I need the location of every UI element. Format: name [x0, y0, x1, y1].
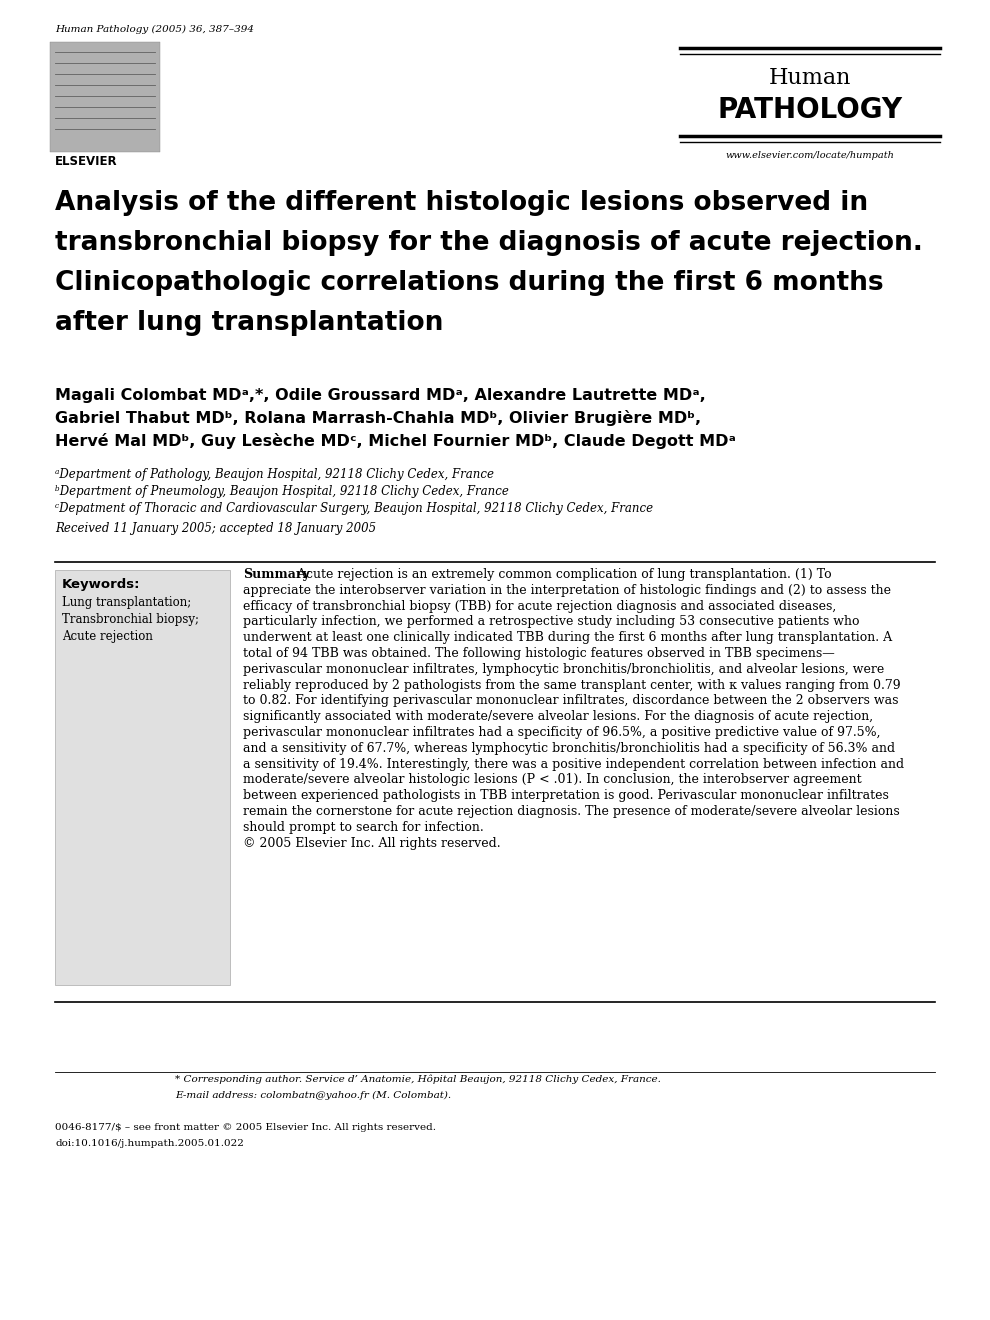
Text: Lung transplantation;: Lung transplantation; — [62, 597, 191, 609]
Text: E-mail address: colombatn@yahoo.fr (M. Colombat).: E-mail address: colombatn@yahoo.fr (M. C… — [175, 1090, 451, 1100]
Text: Hervé Mal MDᵇ, Guy Lesèche MDᶜ, Michel Fournier MDᵇ, Claude Degott MDᵃ: Hervé Mal MDᵇ, Guy Lesèche MDᶜ, Michel F… — [55, 433, 736, 449]
Text: © 2005 Elsevier Inc. All rights reserved.: © 2005 Elsevier Inc. All rights reserved… — [243, 837, 501, 850]
Text: Summary: Summary — [243, 568, 310, 581]
Text: PATHOLOGY: PATHOLOGY — [718, 96, 903, 124]
Text: underwent at least one clinically indicated TBB during the first 6 months after : underwent at least one clinically indica… — [243, 631, 892, 644]
Text: should prompt to search for infection.: should prompt to search for infection. — [243, 821, 484, 834]
Text: remain the cornerstone for acute rejection diagnosis. The presence of moderate/s: remain the cornerstone for acute rejecti… — [243, 805, 900, 818]
Text: efficacy of transbronchial biopsy (TBB) for acute rejection diagnosis and associ: efficacy of transbronchial biopsy (TBB) … — [243, 599, 837, 612]
Text: doi:10.1016/j.humpath.2005.01.022: doi:10.1016/j.humpath.2005.01.022 — [55, 1139, 244, 1148]
Text: a sensitivity of 19.4%. Interestingly, there was a positive independent correlat: a sensitivity of 19.4%. Interestingly, t… — [243, 758, 904, 771]
Text: Human: Human — [769, 67, 851, 88]
Text: perivascular mononuclear infiltrates had a specificity of 96.5%, a positive pred: perivascular mononuclear infiltrates had… — [243, 726, 880, 739]
Text: Gabriel Thabut MDᵇ, Rolana Marrash-Chahla MDᵇ, Olivier Brugière MDᵇ,: Gabriel Thabut MDᵇ, Rolana Marrash-Chahl… — [55, 411, 701, 426]
Text: Received 11 January 2005; accepted 18 January 2005: Received 11 January 2005; accepted 18 Ja… — [55, 521, 376, 535]
Text: Transbronchial biopsy;: Transbronchial biopsy; — [62, 612, 199, 626]
Text: after lung transplantation: after lung transplantation — [55, 310, 444, 337]
Text: ᵃDepartment of Pathology, Beaujon Hospital, 92118 Clichy Cedex, France: ᵃDepartment of Pathology, Beaujon Hospit… — [55, 469, 494, 480]
Text: Acute rejection is an extremely common complication of lung transplantation. (1): Acute rejection is an extremely common c… — [293, 568, 832, 581]
Text: Keywords:: Keywords: — [62, 578, 141, 591]
Text: to 0.82. For identifying perivascular mononuclear infiltrates, discordance betwe: to 0.82. For identifying perivascular mo… — [243, 694, 899, 708]
Text: ᶜDepatment of Thoracic and Cardiovascular Surgery, Beaujon Hospital, 92118 Clich: ᶜDepatment of Thoracic and Cardiovascula… — [55, 502, 653, 515]
Text: * Corresponding author. Service d’ Anatomie, Hôpital Beaujon, 92118 Clichy Cedex: * Corresponding author. Service d’ Anato… — [175, 1074, 661, 1084]
Text: 0046-8177/$ – see front matter © 2005 Elsevier Inc. All rights reserved.: 0046-8177/$ – see front matter © 2005 El… — [55, 1123, 436, 1133]
Text: transbronchial biopsy for the diagnosis of acute rejection.: transbronchial biopsy for the diagnosis … — [55, 230, 923, 256]
Text: Magali Colombat MDᵃ,*, Odile Groussard MDᵃ, Alexandre Lautrette MDᵃ,: Magali Colombat MDᵃ,*, Odile Groussard M… — [55, 388, 706, 403]
Text: appreciate the interobserver variation in the interpretation of histologic findi: appreciate the interobserver variation i… — [243, 583, 891, 597]
Text: moderate/severe alveolar histologic lesions (P < .01). In conclusion, the intero: moderate/severe alveolar histologic lesi… — [243, 774, 861, 787]
Text: total of 94 TBB was obtained. The following histologic features observed in TBB : total of 94 TBB was obtained. The follow… — [243, 647, 835, 660]
Text: perivascular mononuclear infiltrates, lymphocytic bronchitis/bronchiolitis, and : perivascular mononuclear infiltrates, ly… — [243, 663, 884, 676]
Text: Human Pathology (2005) 36, 387–394: Human Pathology (2005) 36, 387–394 — [55, 25, 254, 34]
Text: Acute rejection: Acute rejection — [62, 630, 152, 643]
Text: Analysis of the different histologic lesions observed in: Analysis of the different histologic les… — [55, 190, 868, 216]
FancyBboxPatch shape — [50, 42, 160, 152]
Text: and a sensitivity of 67.7%, whereas lymphocytic bronchitis/bronchiolitis had a s: and a sensitivity of 67.7%, whereas lymp… — [243, 742, 895, 755]
Text: Clinicopathologic correlations during the first 6 months: Clinicopathologic correlations during th… — [55, 271, 884, 296]
Text: significantly associated with moderate/severe alveolar lesions. For the diagnosi: significantly associated with moderate/s… — [243, 710, 873, 723]
Text: www.elsevier.com/locate/humpath: www.elsevier.com/locate/humpath — [726, 150, 894, 160]
Text: ᵇDepartment of Pneumology, Beaujon Hospital, 92118 Clichy Cedex, France: ᵇDepartment of Pneumology, Beaujon Hospi… — [55, 484, 509, 498]
Text: between experienced pathologists in TBB interpretation is good. Perivascular mon: between experienced pathologists in TBB … — [243, 789, 889, 803]
Text: particularly infection, we performed a retrospective study including 53 consecut: particularly infection, we performed a r… — [243, 615, 859, 628]
Text: reliably reproduced by 2 pathologists from the same transplant center, with κ va: reliably reproduced by 2 pathologists fr… — [243, 678, 901, 692]
FancyBboxPatch shape — [55, 570, 230, 985]
Text: ELSEVIER: ELSEVIER — [55, 154, 118, 168]
